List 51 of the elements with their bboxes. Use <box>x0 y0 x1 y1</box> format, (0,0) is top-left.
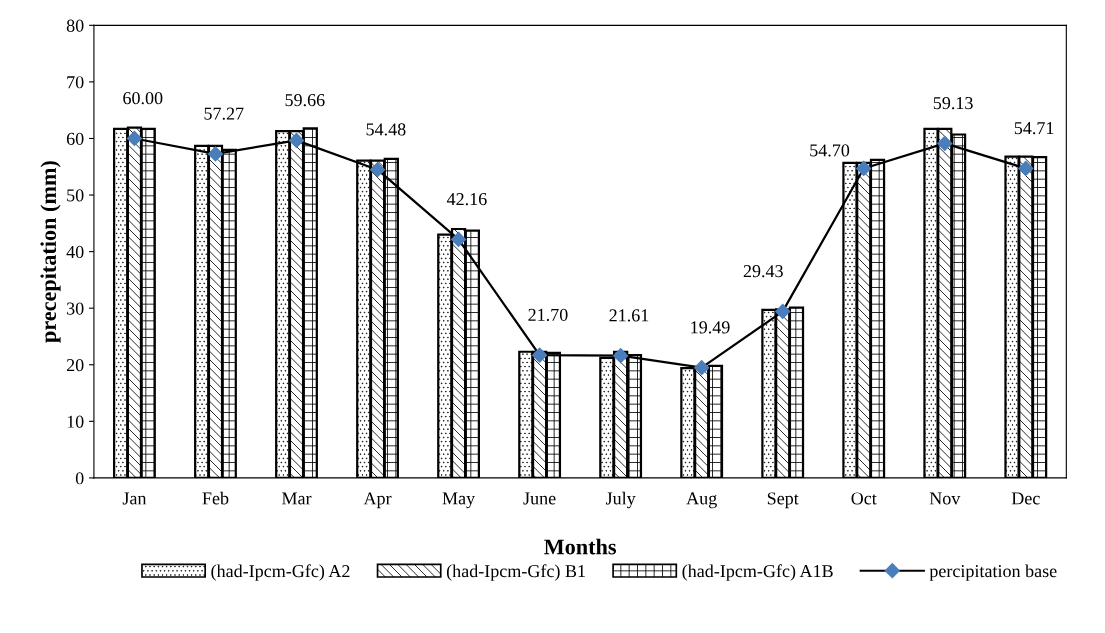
data-label: 42.16 <box>446 193 487 206</box>
x-tick-label: Sept <box>767 492 799 509</box>
x-tick-label: Aug <box>686 492 717 509</box>
x-tick-label: June <box>523 492 556 505</box>
point <box>694 360 710 376</box>
data-label: 21.70 <box>528 308 568 321</box>
legend-label: percipitation base <box>929 564 1057 581</box>
y-tick-label: 60 <box>66 132 84 145</box>
x-tick-label: July <box>605 491 636 509</box>
legend-label: (had-Ipcm-Gfc) B1 <box>446 564 585 581</box>
data-label: 19.49 <box>691 321 730 334</box>
point <box>369 162 386 178</box>
point <box>937 135 953 151</box>
point <box>1018 160 1034 176</box>
y-axis-title: precepitation (mm) <box>40 161 61 343</box>
y-tick-label: 0 <box>75 472 84 485</box>
data-label: 29.43 <box>743 265 783 278</box>
x-tick-label: Nov <box>929 492 961 505</box>
y-tick-label: 20 <box>66 359 84 372</box>
y-tick-label: 50 <box>67 189 84 202</box>
data-label: 21.61 <box>609 309 649 322</box>
x-tick-label: Apr <box>363 492 392 509</box>
point <box>532 347 548 363</box>
x-axis-title: Months <box>544 538 617 555</box>
data-label: 59.66 <box>285 94 325 107</box>
y-tick-label: 30 <box>67 302 84 315</box>
point <box>613 348 629 364</box>
data-label: 59.13 <box>933 97 973 110</box>
point <box>126 130 143 147</box>
legend-label: (had-Ipcm-Gfc) A1B <box>682 564 833 581</box>
data-label: 54.71 <box>1014 122 1054 135</box>
data-label: 54.48 <box>366 123 406 136</box>
point <box>288 132 305 148</box>
y-tick-label: 40 <box>66 245 84 259</box>
x-tick-label: Dec <box>1011 492 1040 505</box>
point <box>775 303 791 319</box>
x-tick-label: May <box>442 492 476 509</box>
data-label: 54.70 <box>810 144 850 157</box>
point <box>856 160 872 177</box>
y-tick-label: 70 <box>67 76 84 89</box>
x-tick-label: Oct <box>851 492 877 505</box>
x-tick-label: Feb <box>202 491 229 505</box>
point <box>207 146 224 162</box>
y-tick-label: 80 <box>66 19 84 32</box>
legend-label: (had-Ipcm-Gfc) A2 <box>211 564 350 581</box>
y-tick-label: 10 <box>67 415 84 428</box>
data-label: 57.27 <box>204 107 244 120</box>
point <box>451 231 467 247</box>
x-tick-label: Mar <box>281 492 312 505</box>
data-label: 60.00 <box>123 92 163 105</box>
x-tick-label: Jan <box>122 492 147 505</box>
